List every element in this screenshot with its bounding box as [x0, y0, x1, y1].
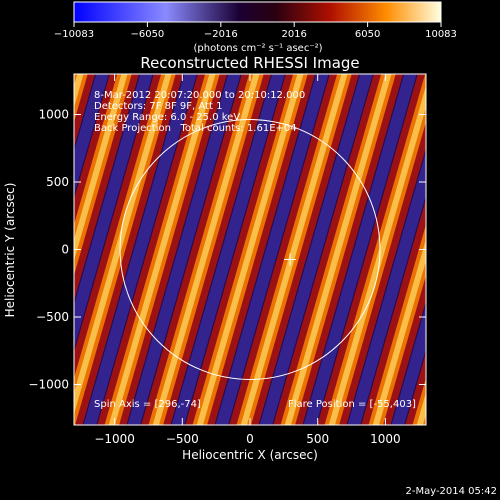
stripe-blue — [161, 74, 292, 425]
spin-axis-marker — [284, 253, 297, 266]
chart-title: Reconstructed RHESSI Image — [140, 54, 359, 72]
image-stripes — [74, 44, 500, 465]
stripe-yellow — [362, 74, 426, 425]
stripe-yellow — [494, 47, 500, 462]
x-tick-label: −500 — [166, 432, 199, 446]
annotation-method: Back Projection Total counts: 1.61E+04 — [94, 123, 297, 134]
stripe-yellow — [186, 74, 311, 425]
colorbar-tick-label: −2016 — [204, 29, 238, 40]
colorbar-tick-label: 2016 — [281, 29, 306, 40]
stripe-blue — [470, 46, 500, 463]
stripe-red — [484, 44, 500, 465]
stripe-blue — [337, 74, 426, 425]
x-tick-label: 1000 — [370, 432, 401, 446]
stripe-yellow — [450, 47, 500, 462]
colorbar-ticks: −10083 −6050 −2016 2016 6050 10083 — [54, 22, 457, 40]
stripe-red — [440, 44, 500, 465]
x-tick-label: −1000 — [94, 432, 135, 446]
annotation-detectors: Detectors: 7F 8F 9F, Att 1 — [94, 101, 222, 112]
x-tick-label: 500 — [306, 432, 329, 446]
spin-axis-text: Spin Axis = [296,-74] — [94, 399, 201, 410]
stripe-blue — [205, 74, 336, 425]
y-axis-ticks: −1000 −500 0 500 1000 — [28, 108, 426, 392]
footer-date: 2-May-2014 05:42 — [405, 486, 497, 497]
stripe-blue — [74, 74, 116, 425]
flare-position-text: Flare Position = [-55,403] — [288, 399, 416, 410]
stripe-blue — [74, 74, 204, 425]
stripe-yellow — [98, 74, 223, 425]
x-axis-ticks: −1000 −500 0 500 1000 — [94, 74, 401, 446]
colorbar — [73, 1, 442, 23]
stripe-yellow — [142, 74, 267, 425]
y-axis-label: Heliocentric Y (arcsec) — [3, 183, 17, 318]
colorbar-tick-label: 6050 — [355, 29, 380, 40]
annotation-time: 8-Mar-2012 20:07:20.000 to 20:10:12.000 — [94, 90, 305, 101]
colorbar-tick-label: −6050 — [130, 29, 164, 40]
x-axis-label: Heliocentric X (arcsec) — [182, 448, 318, 462]
y-tick-label: 0 — [61, 243, 69, 257]
y-tick-label: −500 — [36, 310, 69, 324]
colorbar-tick-label: −10083 — [54, 29, 94, 40]
stripe-blue — [117, 74, 248, 425]
y-tick-label: −1000 — [28, 378, 69, 392]
stripe-blue — [293, 74, 424, 425]
stripe-yellow — [230, 74, 355, 425]
x-tick-label: 0 — [246, 432, 254, 446]
stripe-blue — [425, 74, 426, 425]
y-tick-label: 1000 — [38, 108, 69, 122]
colorbar-tick-label: 10083 — [425, 29, 457, 40]
stripe-yellow — [274, 74, 399, 425]
stripe-blue — [74, 74, 160, 425]
solar-disk-circle — [119, 119, 381, 380]
stripe-blue — [381, 74, 426, 425]
stripe-orange — [447, 46, 500, 463]
stripe-orange — [491, 46, 500, 463]
colorbar-units: (photons cm⁻² s⁻¹ asec⁻²) — [193, 43, 322, 54]
stripe-yellow — [74, 74, 135, 425]
annotation-energy: Energy Range: 6.0 - 25.0 keV — [94, 112, 240, 123]
y-tick-label: 500 — [46, 175, 69, 189]
stripe-yellow — [318, 74, 426, 425]
stripe-yellow — [74, 74, 179, 425]
stripe-blue — [249, 74, 380, 425]
